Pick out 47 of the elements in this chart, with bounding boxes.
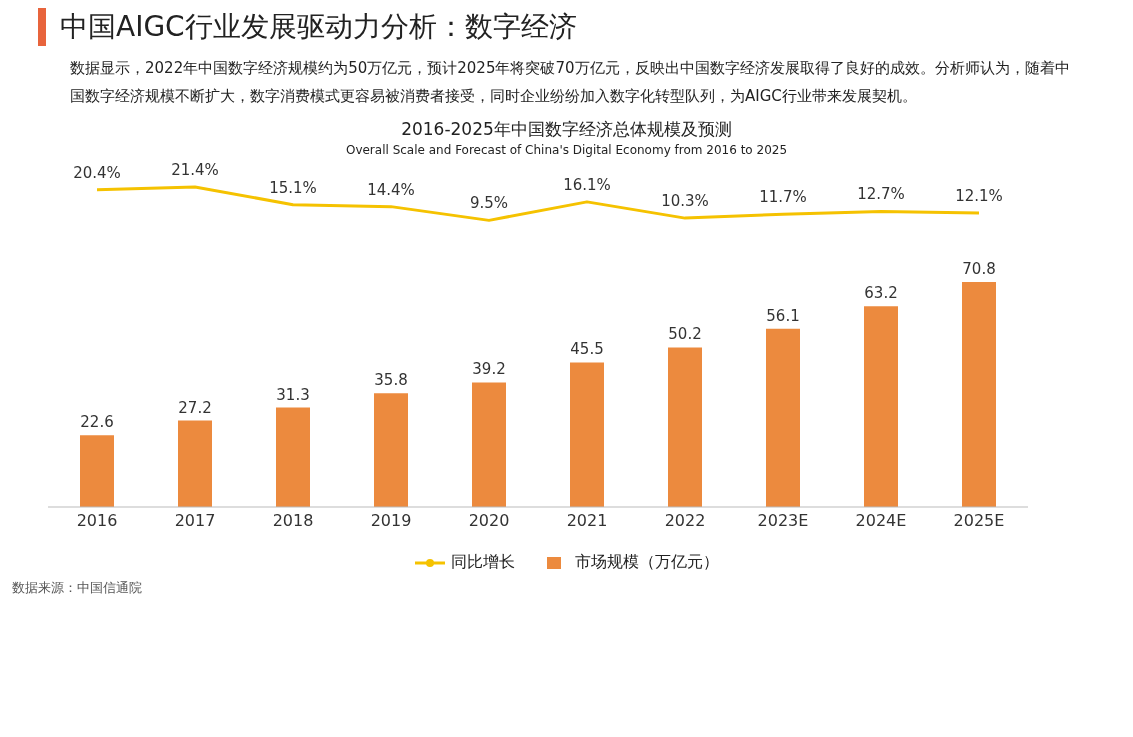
- data-label: 50.2: [668, 325, 702, 344]
- x-tick-label: 2016: [76, 511, 118, 531]
- legend-label: 市场规模（万亿元）: [573, 552, 719, 573]
- x-tick-label: 2017: [174, 511, 216, 531]
- bar: [962, 282, 996, 507]
- chart-title: 中国AIGC行业发展驱动力分析：数字经济: [38, 8, 1125, 46]
- data-label: 20.4%: [73, 163, 121, 182]
- data-label: 56.1: [766, 306, 800, 325]
- data-label: 14.4%: [367, 180, 415, 199]
- bar: [472, 382, 506, 507]
- data-label: 35.8: [374, 371, 408, 390]
- chart-subtitle: 数据显示，2022年中国数字经济规模约为50万亿元，预计2025年将突破70万亿元，反映出中国数字经济发展取得了良好的成效。分析师认为，随着中国数字经济规模不断扩大，数字消费模式更容易被消费者接受，同时企业纷纷加入数字化转型队列，为AIGC行业带来发展契机。: [70, 58, 1071, 107]
- bar: [864, 306, 898, 507]
- x-tick-label: 2025E: [953, 511, 1005, 531]
- text: Overall Scale and Forecast of China's Digital Economy from 2016 to 2025: [344, 143, 789, 157]
- x-tick-label: 2019: [370, 511, 412, 531]
- x-tick-label: 2020: [468, 511, 510, 531]
- data-label: 27.2: [178, 398, 212, 417]
- source-note: 数据来源：中国信通院: [12, 579, 143, 597]
- data-label: 70.8: [962, 260, 996, 278]
- bar: [570, 362, 604, 507]
- bar: [668, 347, 702, 507]
- bar: [80, 435, 114, 507]
- bar: [374, 393, 408, 507]
- data-label: 63.2: [864, 284, 898, 303]
- bar: [178, 420, 212, 507]
- data-label: 15.1%: [269, 178, 317, 197]
- x-tick-label: 2023E: [757, 511, 809, 531]
- x-tick-label: 2022: [664, 511, 706, 531]
- data-label: 31.3: [276, 385, 310, 404]
- text: 2016-2025年中国数字经济总体规模及预测: [400, 118, 733, 141]
- data-label: 12.7%: [857, 185, 905, 204]
- legend-label: 同比增长: [449, 552, 515, 573]
- x-tick-label: 2024E: [855, 511, 907, 531]
- data-label: 22.6: [80, 413, 114, 432]
- data-label: 11.7%: [759, 188, 807, 207]
- data-label: 45.5: [570, 340, 604, 359]
- data-label: 12.1%: [955, 187, 1003, 206]
- bar: [766, 328, 800, 507]
- x-tick-label: 2021: [566, 511, 608, 531]
- data-label: 9.5%: [469, 194, 509, 213]
- data-label: 16.1%: [563, 175, 611, 194]
- data-label: 21.4%: [171, 161, 219, 179]
- x-tick-label: 2018: [272, 511, 314, 531]
- data-label: 10.3%: [661, 192, 709, 211]
- data-label: 39.2: [472, 360, 506, 379]
- bar: [276, 407, 310, 507]
